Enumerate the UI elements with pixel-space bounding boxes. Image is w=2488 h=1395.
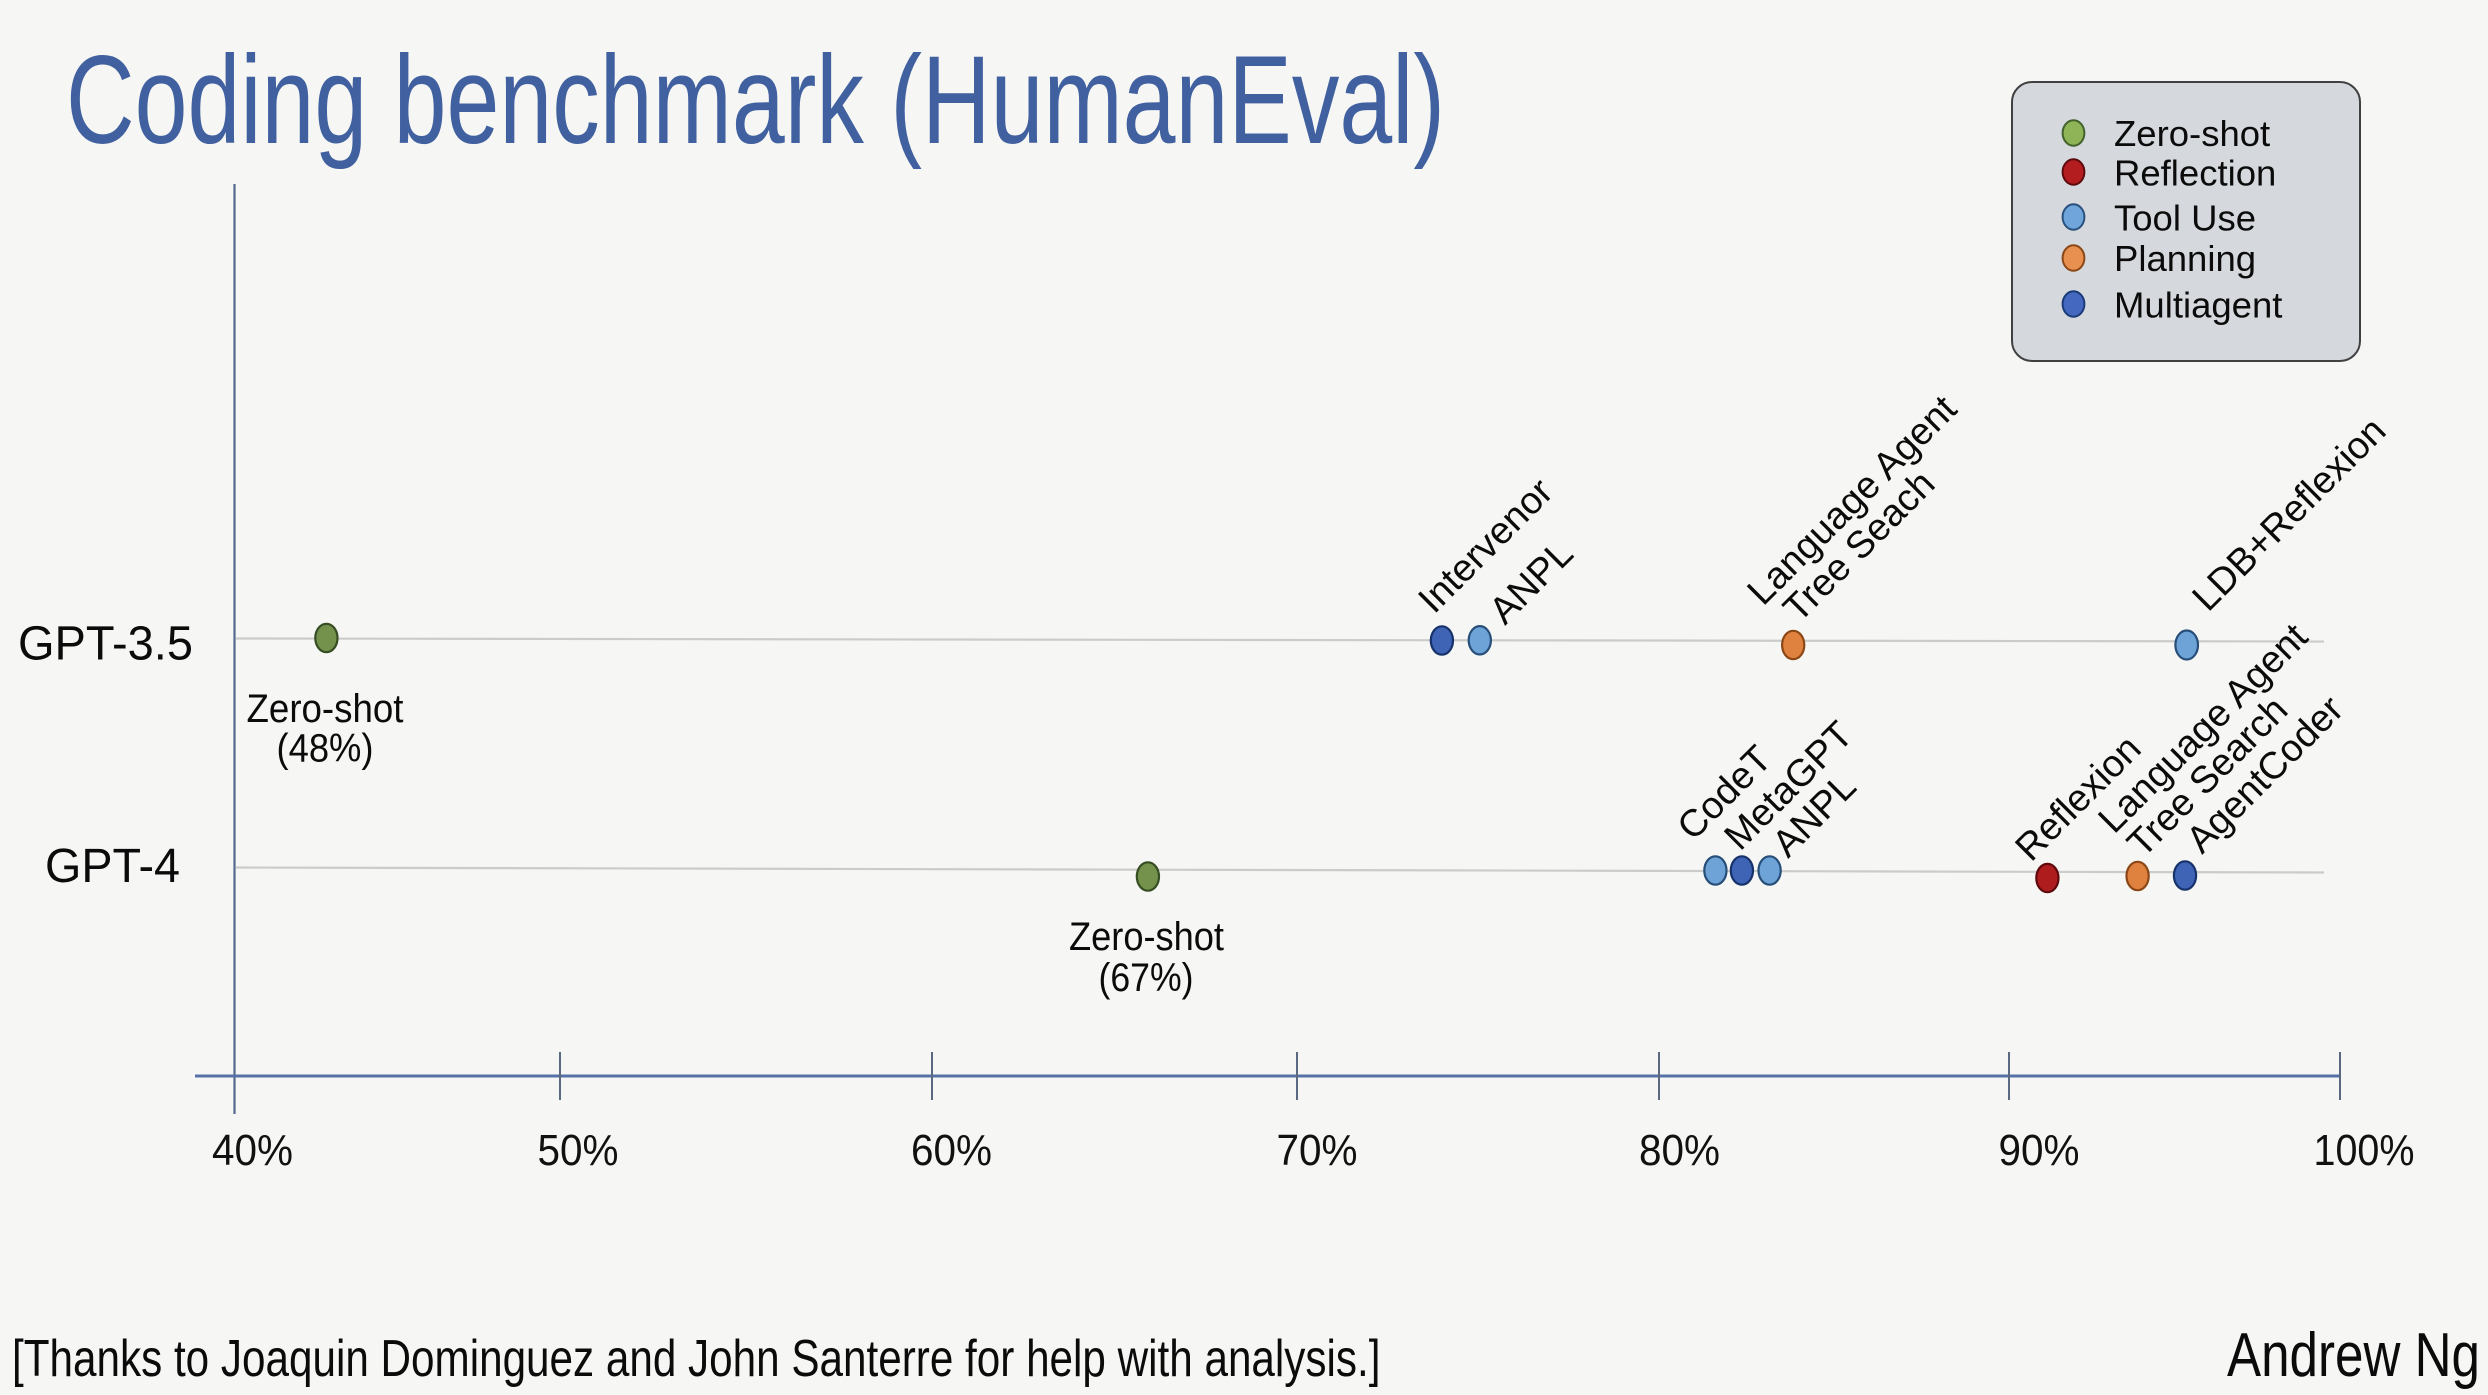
svg-text:(67%): (67%) bbox=[1099, 956, 1194, 1000]
svg-text:Zero-shot: Zero-shot bbox=[1069, 915, 1224, 959]
svg-text:GPT-3.5: GPT-3.5 bbox=[18, 618, 193, 671]
svg-text:[Thanks to Joaquin Dominguez a: [Thanks to Joaquin Dominguez and John Sa… bbox=[12, 1330, 1381, 1388]
svg-text:Tool Use: Tool Use bbox=[2114, 198, 2256, 239]
svg-text:Zero-shot: Zero-shot bbox=[247, 687, 404, 731]
svg-text:Planning: Planning bbox=[2114, 238, 2256, 279]
svg-text:Coding benchmark (HumanEval): Coding benchmark (HumanEval) bbox=[66, 31, 1445, 170]
svg-text:60%: 60% bbox=[911, 1126, 992, 1175]
svg-text:Zero-shot: Zero-shot bbox=[2114, 113, 2270, 154]
svg-text:Reflection: Reflection bbox=[2114, 153, 2276, 194]
svg-text:Andrew Ng: Andrew Ng bbox=[2227, 1321, 2480, 1390]
svg-text:70%: 70% bbox=[1277, 1126, 1358, 1175]
svg-text:90%: 90% bbox=[1999, 1126, 2080, 1175]
svg-text:80%: 80% bbox=[1639, 1126, 1720, 1175]
svg-text:GPT-4: GPT-4 bbox=[45, 840, 180, 893]
svg-text:50%: 50% bbox=[538, 1126, 619, 1175]
svg-text:40%: 40% bbox=[212, 1126, 293, 1175]
svg-text:Multiagent: Multiagent bbox=[2114, 285, 2282, 326]
svg-text:(48%): (48%) bbox=[277, 727, 374, 771]
svg-text:100%: 100% bbox=[2314, 1126, 2415, 1175]
